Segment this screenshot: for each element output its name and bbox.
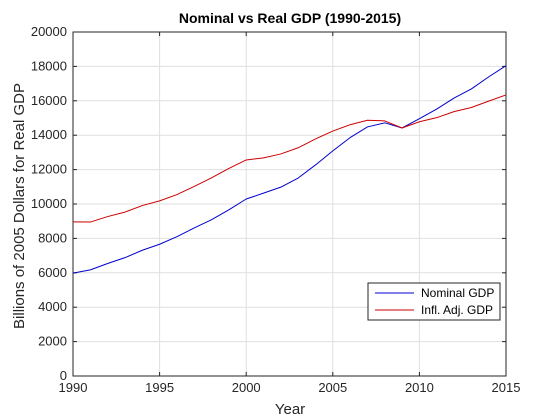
- x-tick-label: 2015: [492, 380, 521, 395]
- chart-title: Nominal vs Real GDP (1990-2015): [179, 10, 401, 26]
- y-tick-label: 6000: [38, 265, 67, 280]
- y-axis-title: Billions of 2005 Dollars for Real GDP: [11, 83, 28, 329]
- y-tick-label: 12000: [31, 162, 67, 177]
- series-line-nominal-gdp: [72, 65, 507, 274]
- legend-box: [367, 282, 501, 321]
- series-lines: [72, 65, 507, 274]
- y-tick-label: 18000: [31, 58, 67, 73]
- y-tick-label: 16000: [31, 93, 67, 108]
- x-tick-label: 2005: [318, 380, 347, 395]
- legend-label-nominal-gdp: Nominal GDP: [421, 286, 494, 300]
- tick-labels: 1990 1995 2000 2005 2010 2015 0 2000 4000 6000 800…: [31, 24, 521, 395]
- legend: Nominal GDP Infl. Adj. GDP: [367, 282, 501, 321]
- y-tick-label: 8000: [38, 230, 67, 245]
- y-tick-label: 0: [60, 368, 67, 383]
- x-tick-label: 2000: [232, 380, 261, 395]
- y-tick-label: 14000: [31, 127, 67, 142]
- y-tick-label: 20000: [31, 24, 67, 39]
- y-tick-label: 10000: [31, 196, 67, 211]
- x-tick-label: 1990: [59, 380, 88, 395]
- y-tick-label: 2000: [38, 334, 67, 349]
- x-tick-label: 1995: [145, 380, 174, 395]
- y-tick-label: 4000: [38, 299, 67, 314]
- axes-box: [72, 31, 507, 377]
- x-tick-label: 2010: [405, 380, 434, 395]
- series-line-infl-adj-gdp: [72, 94, 507, 223]
- legend-label-infl-adj-gdp: Infl. Adj. GDP: [421, 303, 493, 317]
- x-axis-title: Year: [275, 401, 305, 418]
